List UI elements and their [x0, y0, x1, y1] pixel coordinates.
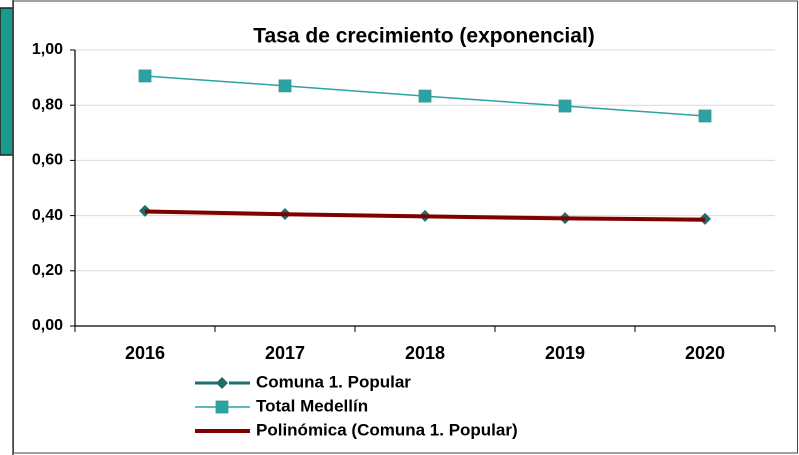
legend-marker — [216, 377, 228, 389]
y-tick-label: 0,80 — [32, 96, 63, 113]
y-tick-label: 0,20 — [32, 262, 63, 279]
x-tick-label: 2017 — [265, 343, 305, 363]
point-marker — [278, 79, 292, 93]
point-marker — [698, 109, 712, 123]
x-tick-label: 2016 — [125, 343, 165, 363]
y-tick-label: 0,00 — [32, 317, 63, 334]
point-marker — [558, 99, 572, 113]
y-tick-label: 0,40 — [32, 207, 63, 224]
legend-label: Comuna 1. Popular — [256, 372, 411, 391]
x-tick-label: 2018 — [405, 343, 445, 363]
point-marker — [139, 204, 151, 217]
x-tick-label: 2020 — [685, 343, 725, 363]
chart-title: Tasa de crecimiento (exponencial) — [253, 25, 595, 48]
legend-label: Polinómica (Comuna 1. Popular) — [256, 420, 518, 439]
point-marker — [138, 69, 152, 83]
legend-label: Total Medellín — [256, 396, 368, 415]
series-line — [144, 209, 706, 222]
legend-marker — [215, 400, 229, 414]
y-tick-label: 1,00 — [32, 41, 63, 58]
side-panel — [0, 7, 14, 156]
y-tick-label: 0,60 — [32, 152, 63, 169]
x-tick-label: 2019 — [545, 343, 585, 363]
point-marker — [418, 89, 432, 103]
frame — [13, 0, 798, 454]
